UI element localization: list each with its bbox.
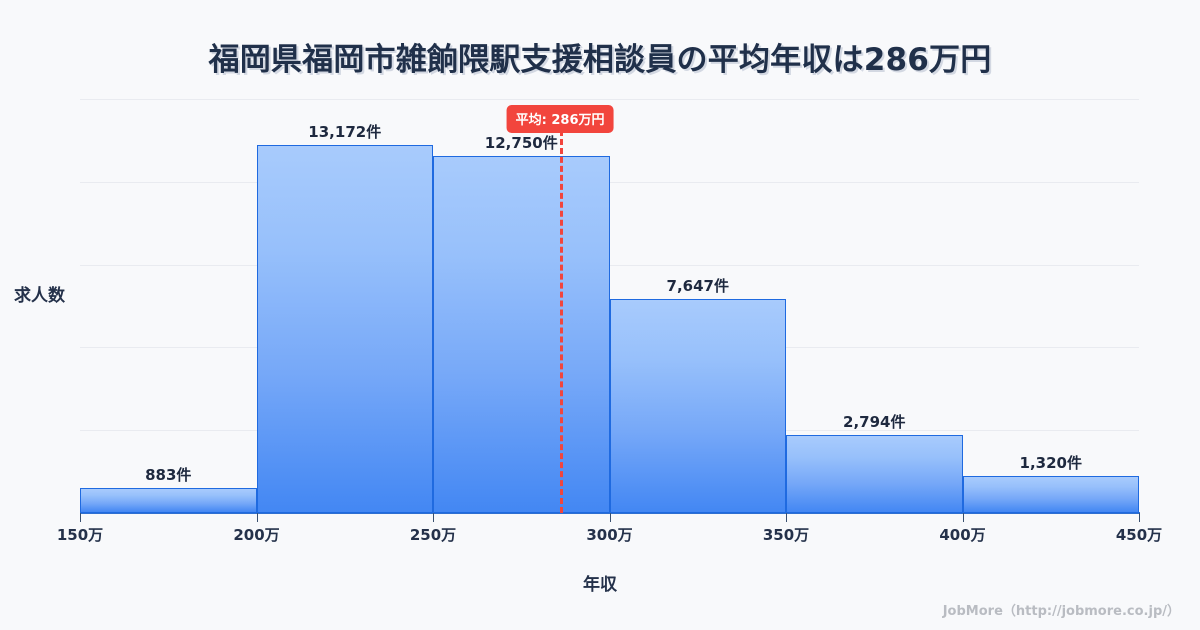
x-axis-tick-label: 400万 [939, 526, 986, 544]
x-axis-tick [80, 513, 81, 522]
x-axis-tick [610, 513, 611, 522]
average-badge: 平均: 286万円 [506, 105, 614, 133]
bar [786, 434, 963, 513]
average-line [560, 130, 564, 513]
x-axis-tick [1139, 513, 1140, 522]
gridline [80, 99, 1139, 100]
x-axis-tick-label: 350万 [762, 526, 810, 544]
bar-value-label: 2,794件 [843, 412, 906, 431]
bar-value-label: 12,750件 [484, 134, 558, 153]
x-axis-tick [786, 513, 787, 522]
x-axis-tick [433, 513, 434, 522]
x-axis-tick-label: 300万 [586, 526, 633, 544]
bar-value-label: 1,320件 [1019, 454, 1082, 473]
gridline [80, 182, 1139, 183]
bar-value-label: 13,172件 [308, 122, 382, 141]
bar [433, 156, 610, 513]
page-title: 福岡県福岡市雑餉隈駅支援相談員の平均年収は286万円 [208, 42, 992, 78]
x-axis-tick-label: 250万 [409, 526, 457, 544]
gridline [80, 265, 1139, 266]
y-axis-label: 求人数 [14, 286, 65, 306]
bar [80, 488, 257, 513]
x-axis-tick-label: 200万 [233, 526, 280, 544]
x-axis-tick [963, 513, 964, 522]
bar [962, 476, 1139, 513]
bar-value-label: 883件 [145, 466, 192, 485]
bar-value-label: 7,647件 [666, 277, 729, 296]
footer-watermark: JobMore（http://jobmore.co.jp/） [942, 604, 1180, 619]
bar [256, 144, 433, 513]
bar [609, 299, 786, 513]
x-axis-label: 年収 [583, 575, 617, 595]
x-axis-tick-label: 450万 [1115, 526, 1163, 544]
x-axis-tick-label: 150万 [56, 526, 104, 544]
x-axis-tick [257, 513, 258, 522]
